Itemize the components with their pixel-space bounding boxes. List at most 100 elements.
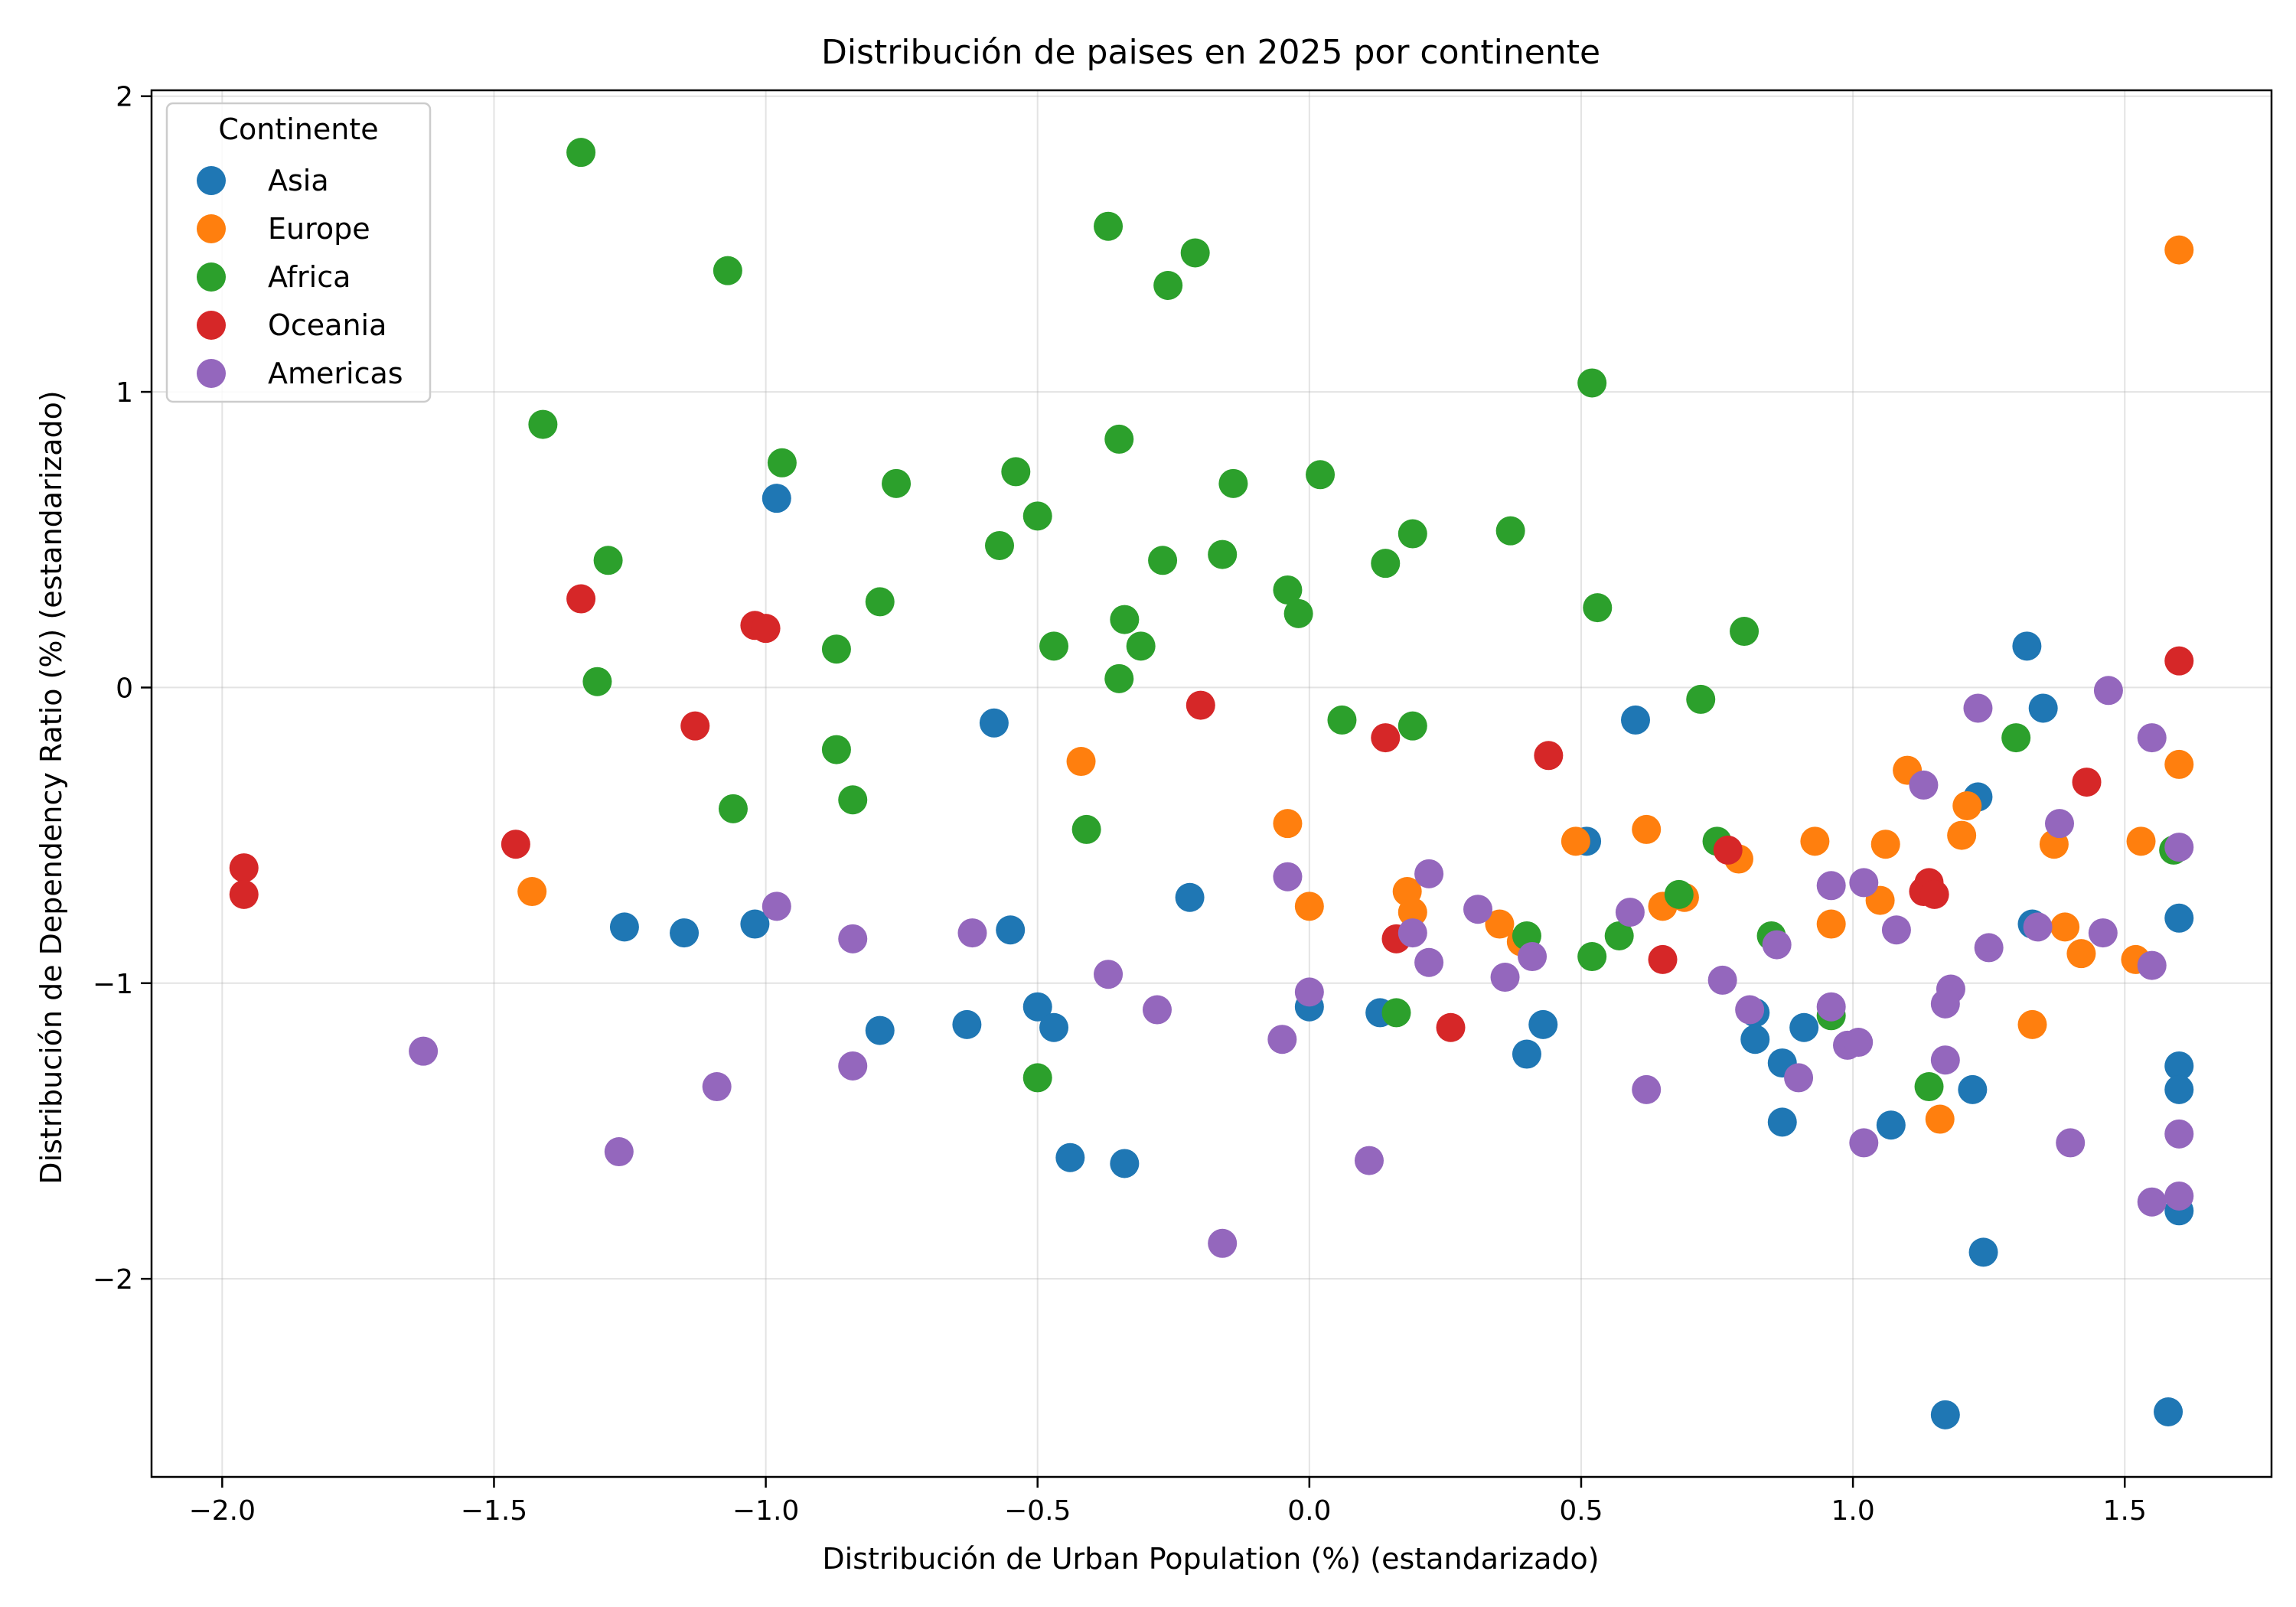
data-point xyxy=(1414,859,1444,888)
data-point xyxy=(1094,960,1124,989)
data-point xyxy=(952,1009,982,1039)
data-point xyxy=(838,1051,868,1081)
data-point xyxy=(1762,930,1792,960)
data-point xyxy=(1947,820,1977,850)
data-point xyxy=(1022,1063,1052,1093)
axes-frame xyxy=(150,89,2273,1478)
data-point xyxy=(501,830,530,859)
data-point xyxy=(2056,1128,2086,1158)
data-point xyxy=(1767,1107,1797,1137)
data-point xyxy=(767,448,797,478)
data-point xyxy=(1208,1228,1238,1258)
data-point xyxy=(1740,1025,1770,1054)
data-point xyxy=(1175,882,1205,912)
data-point xyxy=(2164,749,2194,779)
data-point xyxy=(1577,942,1607,972)
data-point xyxy=(2012,631,2042,661)
x-axis-label: Distribución de Urban Population (%) (es… xyxy=(822,1542,1599,1576)
x-axis: −2.0 −1.5 −1.0 −0.5 0.0 0.5 1.0 1.5 xyxy=(189,1477,2147,1527)
data-point xyxy=(2164,1181,2194,1211)
data-point xyxy=(1485,909,1515,939)
data-point xyxy=(1273,862,1303,892)
data-point xyxy=(680,711,710,741)
data-point xyxy=(1148,546,1178,575)
y-tick-label: 2 xyxy=(116,82,133,113)
data-point xyxy=(2066,939,2096,969)
legend-entry-europe: Europe xyxy=(197,212,370,246)
legend-label: Americas xyxy=(268,357,403,390)
x-tick-label: 0.0 xyxy=(1287,1495,1331,1527)
y-axis: −2 −1 0 1 2 xyxy=(93,82,152,1296)
chart-title: Distribución de paises en 2025 por conti… xyxy=(821,33,1600,72)
data-point xyxy=(670,918,700,948)
y-tick-label: 1 xyxy=(116,377,133,409)
data-point xyxy=(2164,1051,2194,1081)
legend-marker xyxy=(197,311,226,340)
data-point xyxy=(1306,460,1336,490)
data-point xyxy=(1963,693,1993,723)
series-oceania xyxy=(229,584,2194,1042)
data-point xyxy=(1397,918,1427,948)
data-point xyxy=(1001,457,1031,487)
data-point xyxy=(1371,723,1401,753)
data-point xyxy=(1604,921,1634,950)
legend-marker xyxy=(197,166,226,195)
series-africa xyxy=(528,138,2189,1102)
legend-label: Asia xyxy=(268,164,329,197)
data-point xyxy=(985,530,1014,560)
data-point xyxy=(865,1015,895,1045)
data-point xyxy=(1664,879,1694,909)
data-point xyxy=(1816,909,1846,939)
data-points xyxy=(229,138,2194,1429)
legend-title: Continente xyxy=(218,112,378,146)
data-point xyxy=(1735,995,1765,1025)
data-point xyxy=(838,924,868,953)
data-point xyxy=(609,912,639,942)
legend-marker xyxy=(197,262,226,292)
data-point xyxy=(1512,1039,1541,1069)
data-point xyxy=(2050,912,2080,942)
data-point xyxy=(751,614,781,644)
data-point xyxy=(1518,942,1548,972)
data-point xyxy=(1632,1074,1662,1104)
data-point xyxy=(1849,868,1879,898)
data-point xyxy=(2164,235,2194,265)
legend-label: Oceania xyxy=(268,308,386,342)
data-point xyxy=(1273,575,1303,605)
data-point xyxy=(2164,646,2194,676)
data-point xyxy=(2001,723,2031,753)
data-point xyxy=(718,794,748,823)
data-point xyxy=(1958,1074,1988,1104)
data-point xyxy=(1397,898,1427,927)
y-axis-label: Distribución de Dependency Ratio (%) (es… xyxy=(34,390,68,1184)
series-europe xyxy=(517,235,2194,1134)
x-tick-label: 1.5 xyxy=(2103,1495,2147,1527)
data-point xyxy=(1104,424,1134,454)
data-point xyxy=(1371,549,1401,579)
y-tick-label: −1 xyxy=(93,969,133,1000)
data-point xyxy=(1180,238,1210,268)
data-point xyxy=(1930,1400,1960,1429)
data-point xyxy=(838,785,868,815)
data-point xyxy=(1294,892,1324,921)
data-point xyxy=(1930,1045,1960,1075)
data-point xyxy=(593,546,623,575)
plot-area: −2.0 −1.5 −1.0 −0.5 0.0 0.5 1.0 1.5 −2 −1 0 1 2 xyxy=(93,82,2273,1527)
legend-entry-americas: Americas xyxy=(197,357,403,390)
data-point xyxy=(1094,211,1124,241)
data-point xyxy=(1267,1025,1297,1054)
data-point xyxy=(409,1036,439,1066)
data-point xyxy=(1283,598,1313,628)
data-point xyxy=(1909,770,1939,800)
x-tick-label: −0.5 xyxy=(1004,1495,1071,1527)
data-point xyxy=(2126,826,2156,856)
data-point xyxy=(865,587,895,617)
data-point xyxy=(566,584,596,614)
data-point xyxy=(821,634,851,664)
data-point xyxy=(979,708,1009,738)
data-point xyxy=(1104,663,1134,693)
data-point xyxy=(713,256,742,285)
data-point xyxy=(1022,992,1052,1022)
legend: Continente Asia Europe Africa Oceania Americ… xyxy=(165,102,432,403)
